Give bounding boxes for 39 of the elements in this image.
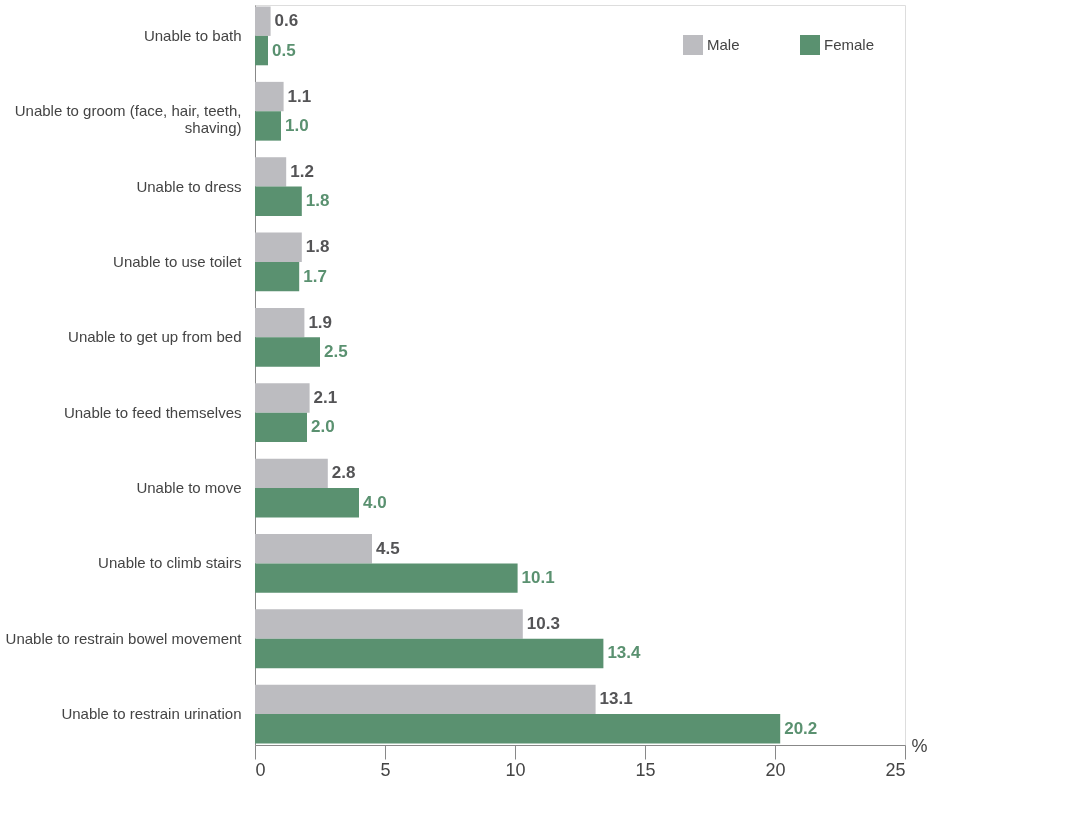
legend-label: Female	[824, 36, 875, 53]
data-label: 10.1	[521, 568, 555, 588]
y-tick-label: Unable to feed themselves	[63, 403, 242, 421]
y-tick-label: Unable to get up from bed	[68, 328, 242, 346]
y-tick-label: Unable to restrain bowel movement	[5, 629, 243, 647]
data-label: 4.5	[376, 538, 400, 558]
data-label: 1.1	[287, 86, 312, 106]
x-tick-label: 5	[380, 759, 391, 780]
data-label: 1.8	[305, 237, 330, 257]
data-label: 13.4	[607, 643, 642, 663]
data-label: 1.9	[308, 312, 333, 332]
x-tick-label: 10	[505, 759, 526, 780]
data-label: 4.0	[363, 492, 387, 512]
data-label: 0.6	[274, 11, 299, 31]
data-label: 0.5	[272, 40, 296, 60]
y-tick-label: Unable to dress	[136, 177, 242, 195]
x-tick-label: 20	[765, 759, 786, 780]
data-label: 2.1	[313, 387, 338, 407]
x-axis-title: %	[911, 735, 928, 756]
data-label: 20.2	[784, 718, 818, 738]
x-tick-label: 25	[885, 759, 906, 780]
data-label: 1.7	[303, 266, 327, 286]
data-label: 1.0	[285, 115, 309, 135]
y-tick-label: Unable to use toilet	[113, 252, 243, 270]
data-label: 13.1	[599, 689, 633, 709]
y-tick-label: Unable to groom (face, hair, teeth, shaving)	[14, 102, 242, 137]
legend-label: Male	[707, 36, 740, 53]
data-label: 1.8	[305, 191, 330, 211]
data-label: 2.5	[324, 342, 348, 362]
x-tick-label: 0	[255, 759, 266, 780]
data-label: 10.3	[526, 614, 560, 634]
y-tick-label: Unable to bath	[143, 26, 242, 44]
data-label: 2.0	[311, 417, 335, 437]
y-tick-label: Unable to restrain urination	[61, 705, 242, 723]
data-label: 1.2	[290, 161, 314, 181]
data-label: 2.8	[331, 463, 356, 483]
x-tick-label: 15	[635, 759, 656, 780]
y-tick-label: Unable to move	[136, 479, 242, 497]
y-tick-label: Unable to climb stairs	[98, 554, 242, 572]
